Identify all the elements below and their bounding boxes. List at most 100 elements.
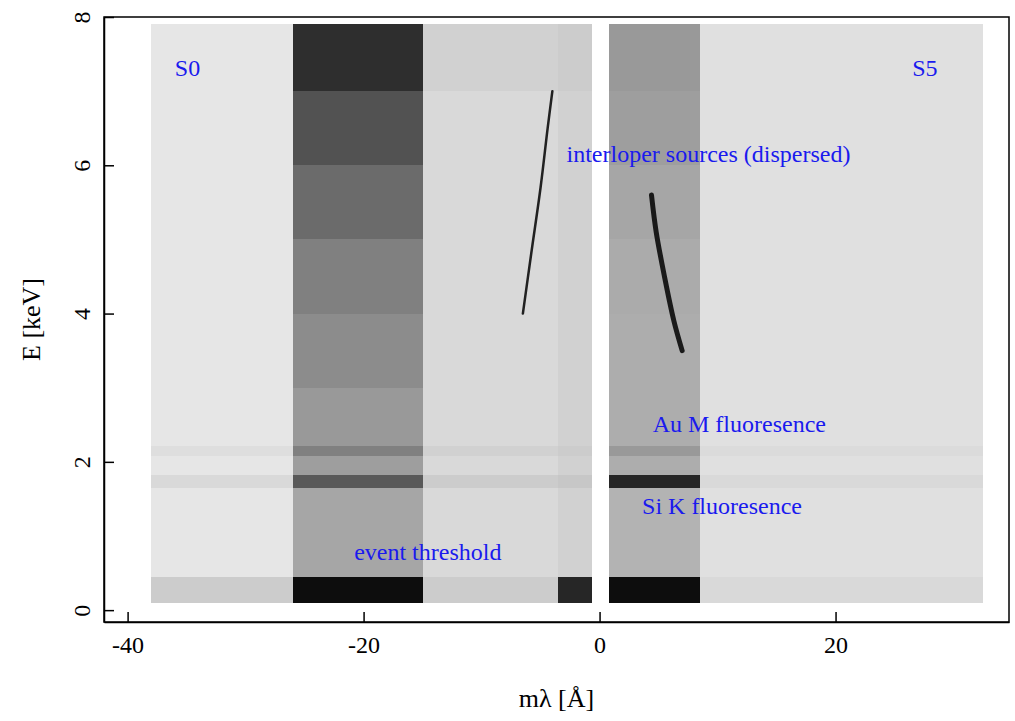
x-tick: 0 bbox=[594, 612, 606, 658]
heatmap-cell bbox=[609, 24, 700, 91]
y-tick-label: 2 bbox=[69, 456, 95, 468]
heatmap-cell bbox=[558, 388, 592, 446]
heatmap-cell bbox=[558, 314, 592, 388]
y-tick-mark bbox=[104, 17, 114, 19]
heatmap-cell bbox=[151, 91, 293, 165]
heatmap-cell bbox=[151, 456, 293, 475]
annotation: Si K fluoresence bbox=[642, 493, 802, 519]
heatmap-cell bbox=[423, 446, 559, 456]
heatmap-cell bbox=[293, 488, 423, 536]
x-tick-label: 0 bbox=[594, 632, 606, 658]
y-tick-label: 8 bbox=[69, 12, 95, 24]
y-tick-mark bbox=[104, 165, 114, 167]
heatmap-cell bbox=[151, 165, 293, 239]
heatmap-cell bbox=[700, 536, 983, 577]
y-axis-title: E [keV] bbox=[17, 278, 46, 361]
heatmap-cell bbox=[151, 446, 293, 456]
heatmap-cell bbox=[423, 24, 559, 91]
cells bbox=[151, 24, 983, 602]
heatmap-cell bbox=[592, 446, 609, 456]
y-tick-mark bbox=[104, 610, 114, 612]
heatmap-cell bbox=[592, 314, 609, 388]
heatmap-cell bbox=[592, 456, 609, 475]
x-tick: -20 bbox=[348, 612, 380, 658]
heatmap-cell bbox=[151, 475, 293, 488]
y-tick-label: 6 bbox=[69, 160, 95, 172]
heatmap-cell bbox=[558, 24, 592, 91]
heatmap-cell bbox=[151, 536, 293, 577]
heatmap-cell bbox=[592, 536, 609, 577]
x-tick-mark bbox=[599, 612, 601, 622]
heatmap-cell bbox=[423, 91, 559, 165]
heatmap-cell bbox=[558, 239, 592, 313]
y-tick-label: 4 bbox=[69, 308, 95, 320]
heatmap-cell bbox=[558, 475, 592, 488]
heatmap-cell bbox=[558, 446, 592, 456]
x-tick-label: 20 bbox=[824, 632, 848, 658]
heatmap-cell bbox=[592, 475, 609, 488]
heatmap-cell bbox=[592, 388, 609, 446]
heatmap-cell bbox=[592, 577, 609, 603]
x-tick: -40 bbox=[112, 612, 144, 658]
annotation: interloper sources (dispersed) bbox=[567, 141, 851, 167]
annotation: S5 bbox=[912, 55, 937, 81]
heatmap-cell bbox=[151, 239, 293, 313]
heatmap-cell bbox=[558, 577, 592, 603]
heatmap-cell bbox=[700, 314, 983, 388]
heatmap-cell bbox=[293, 91, 423, 165]
heatmap-cell bbox=[592, 239, 609, 313]
heatmap-cell bbox=[293, 314, 423, 388]
x-tick-mark bbox=[127, 612, 129, 622]
interloper-track bbox=[651, 195, 682, 351]
heatmap-cell bbox=[700, 456, 983, 475]
heatmap-cell bbox=[558, 456, 592, 475]
annotation: event threshold bbox=[354, 539, 501, 565]
heatmap-cell bbox=[293, 475, 423, 488]
heatmap-cell bbox=[293, 577, 423, 603]
y-tick-label: 0 bbox=[69, 605, 95, 617]
y-tick: 0 bbox=[69, 605, 114, 617]
chart: -40-2002002468mλ [Å]E [keV]S0S5interlope… bbox=[0, 0, 1015, 721]
heatmap-cell bbox=[423, 388, 559, 446]
heatmap-cell bbox=[151, 388, 293, 446]
heatmap-cell bbox=[151, 488, 293, 536]
x-tick-mark bbox=[363, 612, 365, 622]
annotation: Au M fluoresence bbox=[653, 411, 826, 437]
heatmap-cell bbox=[293, 388, 423, 446]
y-tick: 6 bbox=[69, 160, 114, 172]
x-axis-title: mλ [Å] bbox=[519, 684, 594, 713]
heatmap-cell bbox=[293, 456, 423, 475]
heatmap-cell bbox=[558, 165, 592, 239]
y-tick-mark bbox=[104, 462, 114, 464]
heatmap-cell bbox=[592, 488, 609, 536]
x-axis-line bbox=[105, 622, 1010, 624]
heatmap-cell bbox=[609, 536, 700, 577]
y-tick: 4 bbox=[69, 308, 114, 320]
heatmap-cell bbox=[700, 239, 983, 313]
heatmap-cell bbox=[423, 239, 559, 313]
x-tick-label: -20 bbox=[348, 632, 380, 658]
heatmap-cell bbox=[609, 577, 700, 603]
heatmap-cell bbox=[151, 24, 293, 91]
heatmap-cell bbox=[293, 239, 423, 313]
heatmap-cell bbox=[700, 446, 983, 456]
x-tick-mark bbox=[835, 612, 837, 622]
heatmap-cell bbox=[558, 488, 592, 536]
heatmap-cell bbox=[558, 536, 592, 577]
x-tick-label: -40 bbox=[112, 632, 144, 658]
heatmap-cell bbox=[423, 577, 559, 603]
y-tick: 8 bbox=[69, 12, 114, 24]
heatmap-cell bbox=[609, 239, 700, 313]
x-tick: 20 bbox=[824, 612, 848, 658]
heatmap-cell bbox=[293, 24, 423, 91]
plot-frame bbox=[104, 17, 1009, 622]
y-tick: 2 bbox=[69, 456, 114, 468]
y-axis: 0 2 4 6 8 bbox=[69, 12, 114, 623]
heatmap-cell bbox=[700, 577, 983, 603]
heatmap-cell bbox=[609, 475, 700, 488]
heatmap-cell bbox=[700, 165, 983, 239]
heatmap-cell bbox=[592, 165, 609, 239]
heatmap-cell bbox=[151, 314, 293, 388]
heatmap-cell bbox=[293, 165, 423, 239]
heatmap-cell bbox=[423, 488, 559, 536]
